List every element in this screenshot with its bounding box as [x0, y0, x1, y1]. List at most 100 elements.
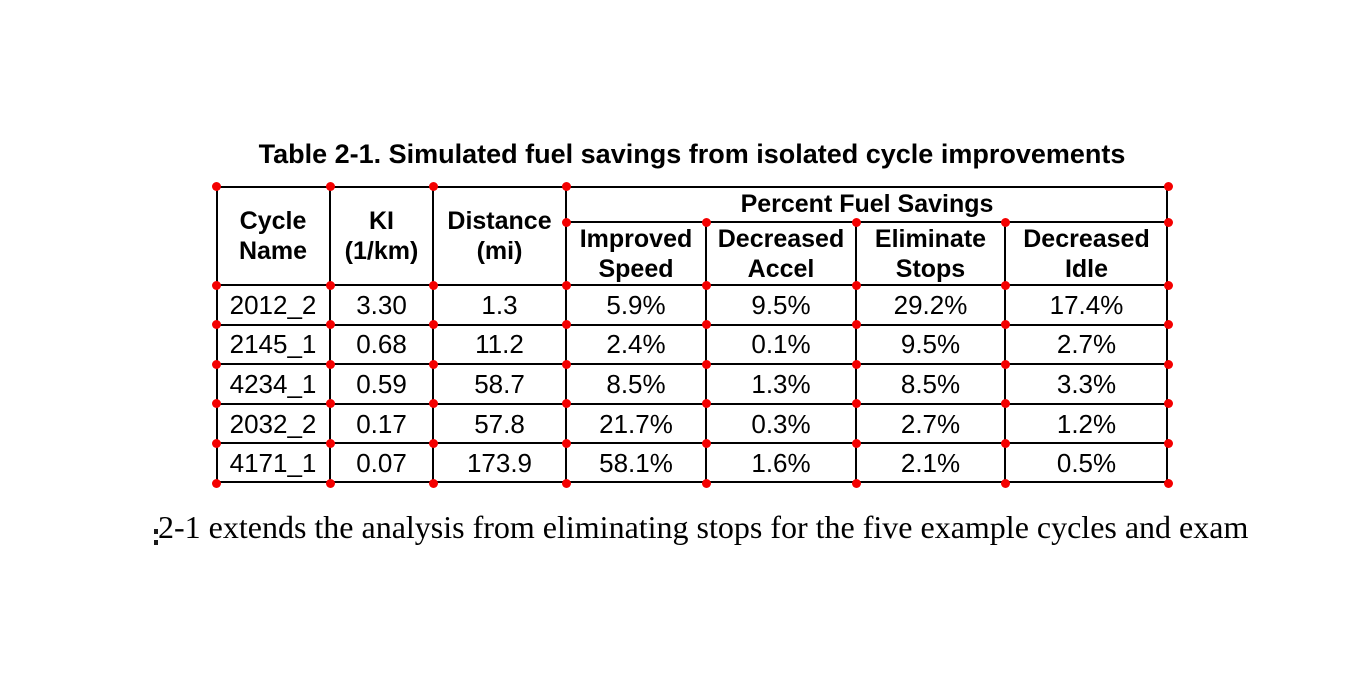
- gridline: [1166, 186, 1168, 483]
- grid-marker-dot: [701, 280, 711, 290]
- cell-ki: 0.07: [356, 448, 407, 479]
- cell-cycle-name: 2032_2: [229, 408, 317, 439]
- grid-marker-dot: [428, 399, 438, 409]
- table-title: Table 2-1. Simulated fuel savings from i…: [258, 139, 1126, 169]
- gridline: [329, 186, 331, 483]
- cell-distance: 11.2: [475, 329, 524, 360]
- cell-decreased-accel: 1.3%: [751, 368, 811, 399]
- gridline: [1004, 222, 1006, 483]
- grid-marker-dot: [851, 359, 861, 369]
- grid-marker-dot: [701, 478, 711, 488]
- grid-marker-dot: [561, 280, 571, 290]
- cell-decreased-accel: 0.1%: [751, 329, 811, 360]
- gridline: [855, 222, 857, 483]
- grid-marker-dot: [561, 399, 571, 409]
- gridline: [216, 442, 1168, 445]
- cell-cycle-name: 4171_1: [229, 448, 317, 479]
- cell-improved-speed: 21.7%: [599, 408, 673, 439]
- grid-marker-dot: [211, 320, 221, 330]
- grid-marker-dot: [1000, 359, 1010, 369]
- grid-marker-dot: [701, 217, 711, 227]
- cell-distance: 57.8: [474, 408, 525, 439]
- grid-marker-dot: [211, 181, 221, 191]
- gridline: [216, 481, 1168, 483]
- grid-marker-dot: [561, 320, 571, 330]
- grid-marker-dot: [211, 280, 221, 290]
- grid-marker-dot: [561, 217, 571, 227]
- cell-ki: 0.17: [356, 408, 407, 439]
- grid-marker-dot: [1163, 478, 1173, 488]
- gridline: [432, 186, 434, 483]
- cell-eliminate-stops: 8.5%: [900, 368, 961, 399]
- grid-marker-dot: [325, 478, 335, 488]
- header-improved-speed: Improved Speed: [579, 224, 693, 283]
- cell-distance: 173.9: [466, 448, 533, 479]
- grid-marker-dot: [1163, 359, 1173, 369]
- grid-marker-dot: [325, 399, 335, 409]
- header-ki: KI (1/km): [344, 206, 419, 265]
- cell-cycle-name: 2012_2: [229, 289, 317, 320]
- data-table: Percent Fuel Savings Cycle Name KI (1/km) …: [211, 181, 1173, 488]
- grid-marker-dot: [325, 320, 335, 330]
- cell-decreased-idle: 3.3%: [1056, 368, 1117, 399]
- grid-marker-dot: [428, 320, 438, 330]
- grid-marker-dot: [561, 359, 571, 369]
- cell-distance: 1.3: [481, 289, 518, 320]
- header-decreased-idle: Decreased Idle: [1023, 224, 1150, 283]
- grid-marker-dot: [701, 320, 711, 330]
- header-eliminate-stops: Eliminate Stops: [874, 224, 987, 283]
- grid-marker-dot: [1000, 217, 1010, 227]
- cell-improved-speed: 8.5%: [606, 368, 666, 399]
- grid-marker-dot: [428, 478, 438, 488]
- grid-marker-dot: [428, 438, 438, 448]
- grid-marker-dot: [851, 320, 861, 330]
- grid-marker-dot: [1000, 478, 1010, 488]
- cell-ki: 3.30: [356, 289, 407, 320]
- grid-marker-dot: [701, 359, 711, 369]
- cell-decreased-accel: 9.5%: [751, 289, 811, 320]
- grid-marker-dot: [325, 181, 335, 191]
- cell-eliminate-stops: 9.5%: [900, 329, 961, 360]
- header-cycle-name: Cycle Name: [238, 206, 308, 265]
- grid-marker-dot: [1000, 280, 1010, 290]
- cell-improved-speed: 5.9%: [606, 289, 666, 320]
- header-decreased-accel: Decreased Accel: [717, 224, 845, 283]
- grid-marker-dot: [428, 280, 438, 290]
- grid-marker-dot: [325, 280, 335, 290]
- cell-cycle-name: 2145_1: [229, 329, 317, 360]
- cell-decreased-idle: 1.2%: [1056, 408, 1117, 439]
- grid-marker-dot: [1000, 320, 1010, 330]
- grid-marker-dot: [701, 399, 711, 409]
- body-text-fragment: 2-1 extends the analysis from eliminatin…: [158, 509, 1249, 545]
- cell-cycle-name: 4234_1: [229, 368, 317, 399]
- grid-marker-dot: [428, 181, 438, 191]
- cell-decreased-idle: 2.7%: [1056, 329, 1117, 360]
- grid-marker-dot: [1163, 181, 1173, 191]
- grid-marker-dot: [561, 181, 571, 191]
- grid-marker-dot: [325, 359, 335, 369]
- gridline: [216, 186, 1168, 188]
- grid-marker-dot: [851, 399, 861, 409]
- cell-improved-speed: 58.1%: [599, 448, 673, 479]
- grid-marker-dot: [211, 478, 221, 488]
- group-header-label: Percent Fuel Savings: [740, 190, 994, 218]
- cell-eliminate-stops: 2.7%: [900, 408, 961, 439]
- grid-marker-dot: [1163, 438, 1173, 448]
- cell-decreased-idle: 0.5%: [1056, 448, 1117, 479]
- group-header-percent-fuel-savings: Percent Fuel Savings: [566, 186, 1168, 222]
- grid-marker-dot: [1163, 280, 1173, 290]
- grid-marker-dot: [701, 438, 711, 448]
- grid-marker-dot: [1000, 399, 1010, 409]
- grid-marker-dot: [211, 438, 221, 448]
- grid-marker-dot: [851, 280, 861, 290]
- gridline: [216, 402, 1168, 405]
- gridline: [216, 186, 218, 483]
- gridline: [216, 363, 1168, 366]
- gridline: [216, 284, 1168, 286]
- grid-marker-dot: [1163, 217, 1173, 227]
- cell-ki: 0.59: [356, 368, 407, 399]
- gridline: [216, 323, 1168, 326]
- grid-marker-dot: [1163, 320, 1173, 330]
- grid-marker-dot: [428, 359, 438, 369]
